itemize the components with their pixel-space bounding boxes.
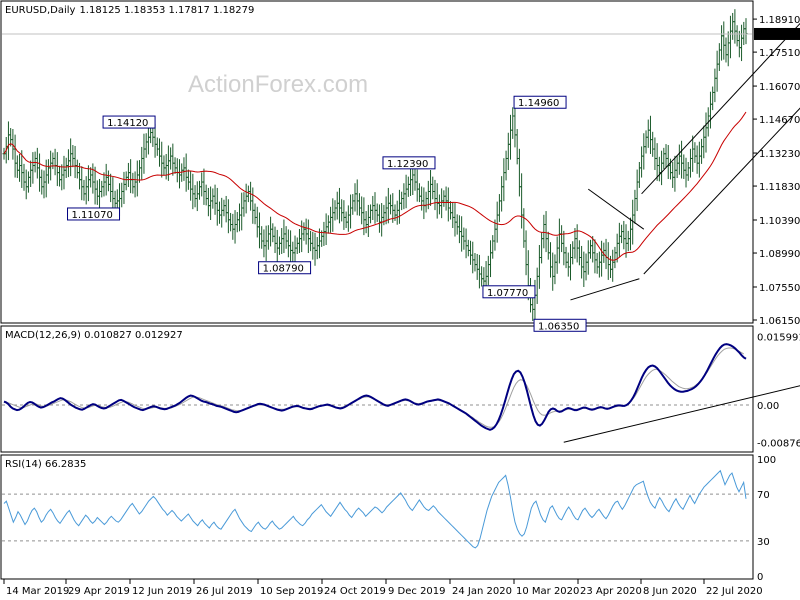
price-tick-label: 1.08990 <box>759 249 800 260</box>
channel-lower-line <box>643 107 800 275</box>
callout-label: 1.07770 <box>487 288 528 299</box>
callout-1.12390: 1.12390 <box>382 156 436 170</box>
x-tick-label: 12 Jun 2019 <box>132 586 192 597</box>
macd-tick-label: -0.00876 <box>757 439 800 450</box>
current-price-label: 1.18279 <box>758 30 799 41</box>
price-tick-label: 1.11830 <box>759 182 800 193</box>
callout-1.14960: 1.14960 <box>513 95 567 109</box>
x-tick-label: 24 Oct 2019 <box>324 586 386 597</box>
macd-tick-label: 0.015991 <box>757 332 800 343</box>
rsi-tick-label: 0 <box>757 572 763 583</box>
callout-1.07770: 1.07770 <box>482 285 536 299</box>
x-tick-label: 9 Dec 2019 <box>388 586 446 597</box>
x-tick-label: 29 Apr 2019 <box>68 586 130 597</box>
x-tick-label: 23 Apr 2020 <box>580 586 642 597</box>
callout-label: 1.11070 <box>72 210 113 221</box>
watermark: ActionForex.com <box>188 71 368 98</box>
price-tick-label: 1.17510 <box>759 48 800 59</box>
x-tick-label: 14 Mar 2019 <box>6 586 69 597</box>
rsi-tick-label: 100 <box>757 455 776 466</box>
macd-main-line <box>3 343 747 431</box>
rsi-header: RSI(14) 66.2835 <box>5 459 86 470</box>
price-tick-label: 1.16070 <box>759 82 800 93</box>
current-price-tag <box>754 27 800 40</box>
macd-trendline <box>563 385 800 443</box>
price-tick-label: 1.18910 <box>759 15 800 26</box>
x-tick-label: 22 Jul 2020 <box>706 586 763 597</box>
callout-label: 1.08790 <box>263 264 304 275</box>
rsi-layer <box>2 469 752 549</box>
callout-label: 1.12390 <box>387 159 428 170</box>
price-tick-label: 1.07550 <box>759 283 800 294</box>
price-layer: 1.14120 1.11070 1.08790 1.12390 1.14960 1.077… <box>2 9 800 332</box>
x-tick-label: 10 Mar 2020 <box>516 586 579 597</box>
callout-label: 1.14960 <box>518 98 559 109</box>
x-tick-label: 26 Jul 2019 <box>196 586 253 597</box>
triangle-lower-line <box>570 278 640 301</box>
price-header: EURUSD,Daily 1.18125 1.18353 1.17817 1.18… <box>5 5 254 16</box>
callout-1.06350: 1.06350 <box>533 318 587 332</box>
macd-layer <box>2 343 800 443</box>
callout-label: 1.06350 <box>538 321 579 332</box>
rsi-line <box>3 469 747 549</box>
price-pane-frame <box>0 0 754 324</box>
price-tick-label: 1.14670 <box>759 115 800 126</box>
axis-layer: 1.18910 1.17510 1.16070 1.14670 1.13230 1.118… <box>3 15 800 597</box>
callout-1.08790: 1.08790 <box>258 261 312 275</box>
rsi-tick-label: 30 <box>757 537 770 548</box>
price-tick-label: 1.10390 <box>759 216 800 227</box>
triangle-upper-line <box>587 188 645 230</box>
macd-pane-frame <box>0 325 754 453</box>
x-tick-label: 8 Jun 2020 <box>643 586 697 597</box>
macd-header: MACD(12,26,9) 0.010827 0.012927 <box>5 330 183 341</box>
price-tick-label: 1.13230 <box>759 149 800 160</box>
callout-label: 1.14120 <box>107 118 148 129</box>
x-tick-label: 10 Sep 2019 <box>260 586 323 597</box>
rsi-pane-frame <box>0 454 754 580</box>
callout-1.11070: 1.11070 <box>67 207 121 221</box>
macd-tick-label: 0.00 <box>757 401 779 412</box>
price-tick-label: 1.06150 <box>759 316 800 327</box>
callout-1.14120: 1.14120 <box>102 115 156 129</box>
x-tick-label: 24 Jan 2020 <box>452 586 512 597</box>
rsi-tick-label: 70 <box>757 490 770 501</box>
moving-average-line <box>3 111 747 261</box>
